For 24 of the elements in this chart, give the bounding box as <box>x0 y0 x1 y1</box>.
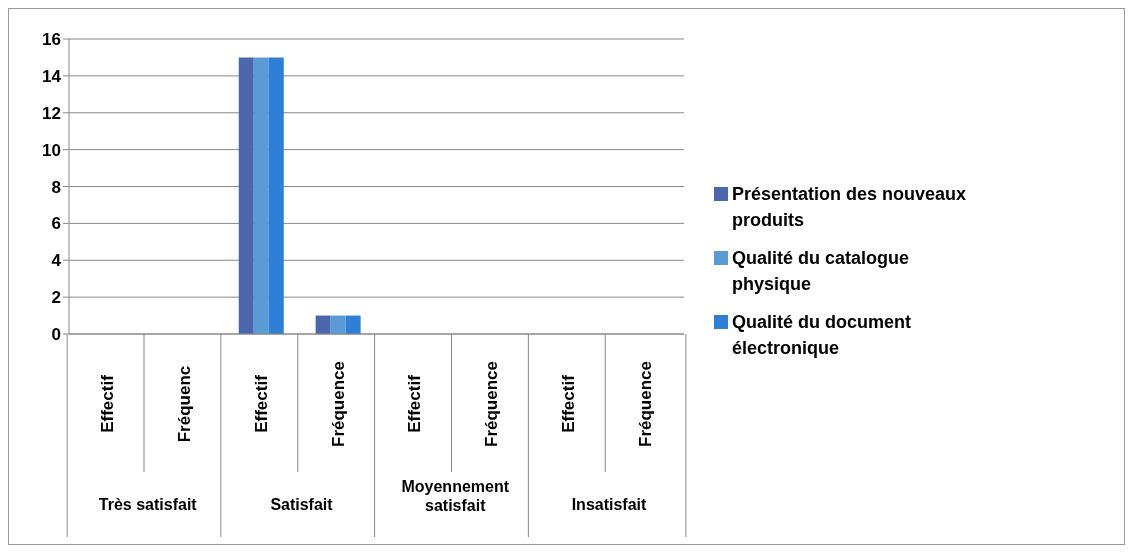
x-tick-label: Effectif <box>405 374 425 433</box>
y-tick-label: 4 <box>51 251 62 271</box>
text: Très satisfait <box>98 496 198 513</box>
x-tick-label: Effectif <box>97 374 117 433</box>
legend-label: Qualité du document électronique <box>732 310 912 360</box>
x-tick-label: Fréquence <box>482 361 502 447</box>
text: Insatisfait <box>571 496 648 513</box>
text: Satisfait <box>270 496 334 513</box>
y-tick-label: 0 <box>51 325 61 345</box>
y-tick-label: 2 <box>51 288 61 308</box>
legend-label: Qualité du catalogue physique <box>732 246 911 296</box>
y-tick-label: 16 <box>42 30 61 50</box>
y-tick-label: 10 <box>42 140 61 160</box>
x-tick-label: Fréquence <box>636 361 656 447</box>
y-tick-label: 8 <box>51 177 61 197</box>
y-tick-label: 12 <box>42 103 61 123</box>
text: Moyennement satisfait <box>401 478 510 514</box>
x-tick-label: Effectif <box>559 374 579 433</box>
x-tick-label: Fréquence <box>328 361 348 447</box>
x-tick-label: Effectif <box>251 374 271 433</box>
x-tick-label: Fréquenc <box>174 365 194 443</box>
y-tick-label: 6 <box>51 214 61 234</box>
y-tick-label: 14 <box>42 66 62 86</box>
legend-label: Présentation des nouveaux produits <box>732 182 968 232</box>
